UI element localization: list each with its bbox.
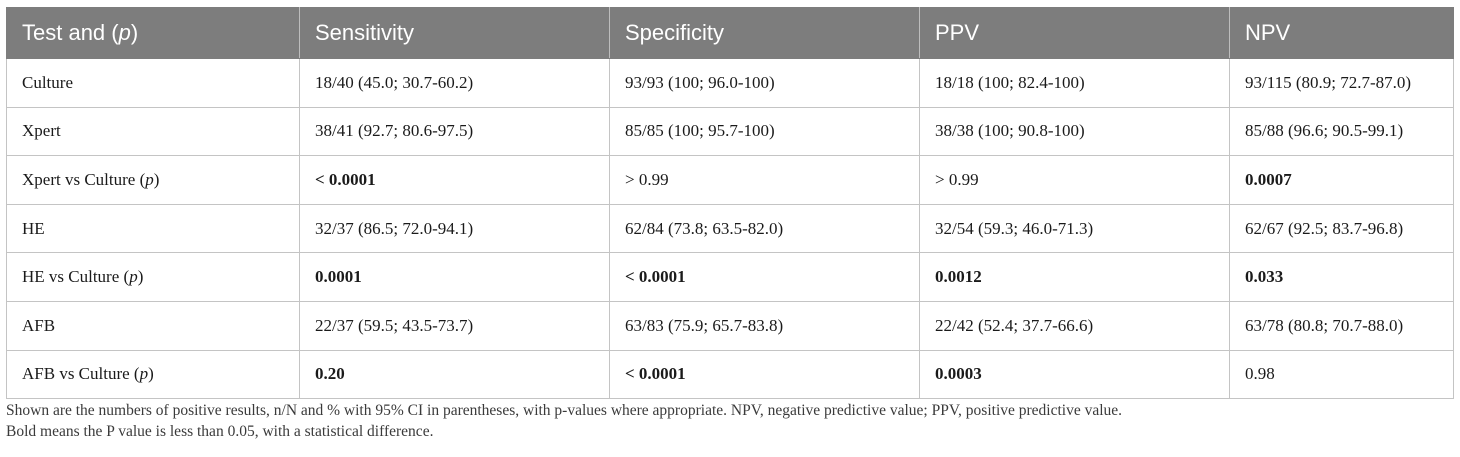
row-label: HE vs Culture (p): [6, 252, 300, 302]
row-label-pre: AFB: [22, 315, 56, 335]
cell-ppv: 0.0003: [919, 349, 1230, 400]
cell-specificity: < 0.0001: [609, 349, 920, 400]
row-label: Xpert vs Culture (p): [6, 155, 300, 205]
cell-specificity: 63/83 (75.9; 65.7-83.8): [609, 300, 920, 351]
cell-ppv: 22/42 (52.4; 37.7-66.6): [919, 300, 1230, 351]
row-label-pre: Xpert: [22, 121, 61, 141]
table-footnote: Shown are the numbers of positive result…: [6, 400, 1453, 442]
header-test-pre: Test and (: [22, 20, 119, 45]
row-label: Xpert: [6, 106, 300, 157]
cell-sensitivity: 22/37 (59.5; 43.5-73.7): [299, 300, 610, 351]
row-label-ital: p: [129, 267, 138, 287]
table-row: Xpert vs Culture (p) < 0.0001 > 0.99 > 0…: [6, 155, 1454, 205]
cell-specificity: < 0.0001: [609, 252, 920, 302]
table-row: AFB vs Culture (p) 0.20 < 0.0001 0.0003 …: [6, 349, 1454, 400]
row-label-pre: Culture: [22, 72, 73, 92]
header-test: Test and (p): [6, 7, 300, 59]
row-label: Culture: [6, 58, 300, 108]
cell-npv: 0.0007: [1229, 155, 1454, 205]
footnote-line-1: Shown are the numbers of positive result…: [6, 402, 1123, 419]
table-row: HE 32/37 (86.5; 72.0-94.1) 62/84 (73.8; …: [6, 203, 1454, 254]
header-test-ital: p: [118, 20, 131, 45]
cell-sensitivity: < 0.0001: [299, 155, 610, 205]
row-label-post: ): [153, 169, 160, 189]
cell-npv: 0.033: [1229, 252, 1454, 302]
cell-specificity: 93/93 (100; 96.0-100): [609, 58, 920, 108]
cell-specificity: 85/85 (100; 95.7-100): [609, 106, 920, 157]
cell-specificity: 62/84 (73.8; 63.5-82.0): [609, 203, 920, 254]
cell-sensitivity: 38/41 (92.7; 80.6-97.5): [299, 106, 610, 157]
cell-sensitivity: 0.0001: [299, 252, 610, 302]
row-label-ital: p: [139, 364, 149, 384]
cell-ppv: 38/38 (100; 90.8-100): [919, 106, 1230, 157]
cell-sensitivity: 32/37 (86.5; 72.0-94.1): [299, 203, 610, 254]
cell-ppv: 18/18 (100; 82.4-100): [919, 58, 1230, 108]
cell-npv: 63/78 (80.8; 70.7-88.0): [1229, 300, 1454, 351]
header-ppv: PPV: [919, 7, 1230, 59]
row-label: AFB vs Culture (p): [6, 349, 300, 400]
footnote-line-2: Bold means the P value is less than 0.05…: [6, 423, 434, 440]
cell-ppv: 32/54 (59.3; 46.0-71.3): [919, 203, 1230, 254]
row-label-pre: Xpert vs Culture (: [22, 169, 146, 189]
cell-npv: 85/88 (96.6; 90.5-99.1): [1229, 106, 1454, 157]
header-sensitivity: Sensitivity: [299, 7, 610, 59]
cell-sensitivity: 18/40 (45.0; 30.7-60.2): [299, 58, 610, 108]
cell-npv: 93/115 (80.9; 72.7-87.0): [1229, 58, 1454, 108]
cell-npv: 0.98: [1229, 349, 1454, 400]
table-body: Culture 18/40 (45.0; 30.7-60.2) 93/93 (1…: [6, 58, 1454, 400]
row-label: AFB: [6, 300, 300, 351]
table-row: Culture 18/40 (45.0; 30.7-60.2) 93/93 (1…: [6, 58, 1454, 108]
diagnostic-performance-table-container: Test and (p) Sensitivity Specificity PPV…: [6, 7, 1454, 400]
cell-ppv: 0.0012: [919, 252, 1230, 302]
header-row: Test and (p) Sensitivity Specificity PPV…: [6, 7, 1454, 59]
row-label-post: ): [148, 364, 154, 384]
diagnostic-performance-table: Test and (p) Sensitivity Specificity PPV…: [6, 7, 1454, 400]
cell-npv: 62/67 (92.5; 83.7-96.8): [1229, 203, 1454, 254]
table-header: Test and (p) Sensitivity Specificity PPV…: [6, 7, 1454, 59]
table-row: HE vs Culture (p) 0.0001 < 0.0001 0.0012…: [6, 252, 1454, 302]
cell-specificity: > 0.99: [609, 155, 920, 205]
header-test-post: ): [130, 20, 139, 45]
row-label-pre: AFB vs Culture (: [22, 364, 140, 384]
row-label-post: ): [137, 267, 144, 287]
row-label-ital: p: [145, 169, 154, 189]
cell-ppv: > 0.99: [919, 155, 1230, 205]
cell-sensitivity: 0.20: [299, 349, 610, 400]
header-npv: NPV: [1229, 7, 1454, 59]
row-label-pre: HE: [22, 218, 45, 238]
header-specificity: Specificity: [609, 7, 920, 59]
row-label: HE: [6, 203, 300, 254]
table-row: Xpert 38/41 (92.7; 80.6-97.5) 85/85 (100…: [6, 106, 1454, 157]
row-label-pre: HE vs Culture (: [22, 267, 130, 287]
table-row: AFB 22/37 (59.5; 43.5-73.7) 63/83 (75.9;…: [6, 300, 1454, 351]
